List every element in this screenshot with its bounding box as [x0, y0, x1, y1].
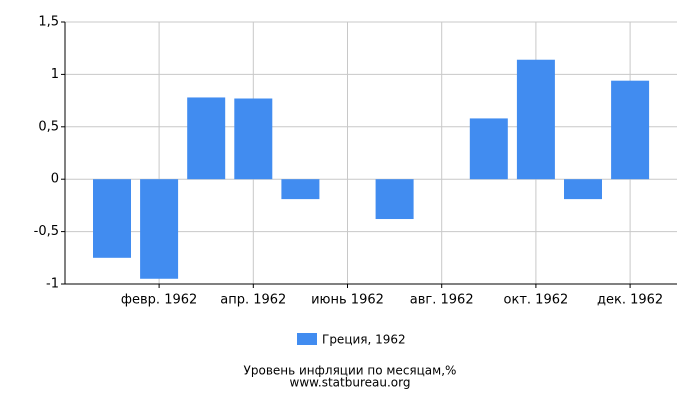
y-tick-label: 1,5 — [38, 15, 59, 30]
x-tick-label: дек. 1962 — [597, 293, 663, 308]
bar — [469, 118, 508, 180]
bar — [564, 179, 602, 200]
x-tick-label: апр. 1962 — [220, 293, 286, 308]
bar — [187, 97, 226, 180]
y-tick-label: 0 — [51, 172, 59, 187]
x-tick-label: авг. 1962 — [410, 293, 474, 308]
legend-swatch — [297, 333, 317, 345]
y-tick-label: 0,5 — [38, 119, 59, 134]
bar — [516, 59, 555, 180]
x-tick-label: июнь 1962 — [311, 293, 384, 308]
bar — [375, 179, 414, 220]
bar — [234, 98, 273, 180]
bar — [281, 179, 320, 200]
chart-title: Уровень инфляции по месяцам,% — [244, 364, 457, 378]
y-tick-label: -1 — [46, 277, 59, 292]
x-tick-label: окт. 1962 — [504, 293, 569, 308]
x-tick-label: февр. 1962 — [121, 293, 197, 308]
bar — [611, 80, 650, 180]
y-tick-label: 1 — [51, 67, 59, 82]
legend-label: Греция, 1962 — [322, 333, 406, 347]
y-tick-label: -0,5 — [34, 224, 59, 239]
bar — [140, 179, 179, 279]
bar — [93, 179, 131, 258]
source: www.statbureau.org — [290, 376, 411, 390]
